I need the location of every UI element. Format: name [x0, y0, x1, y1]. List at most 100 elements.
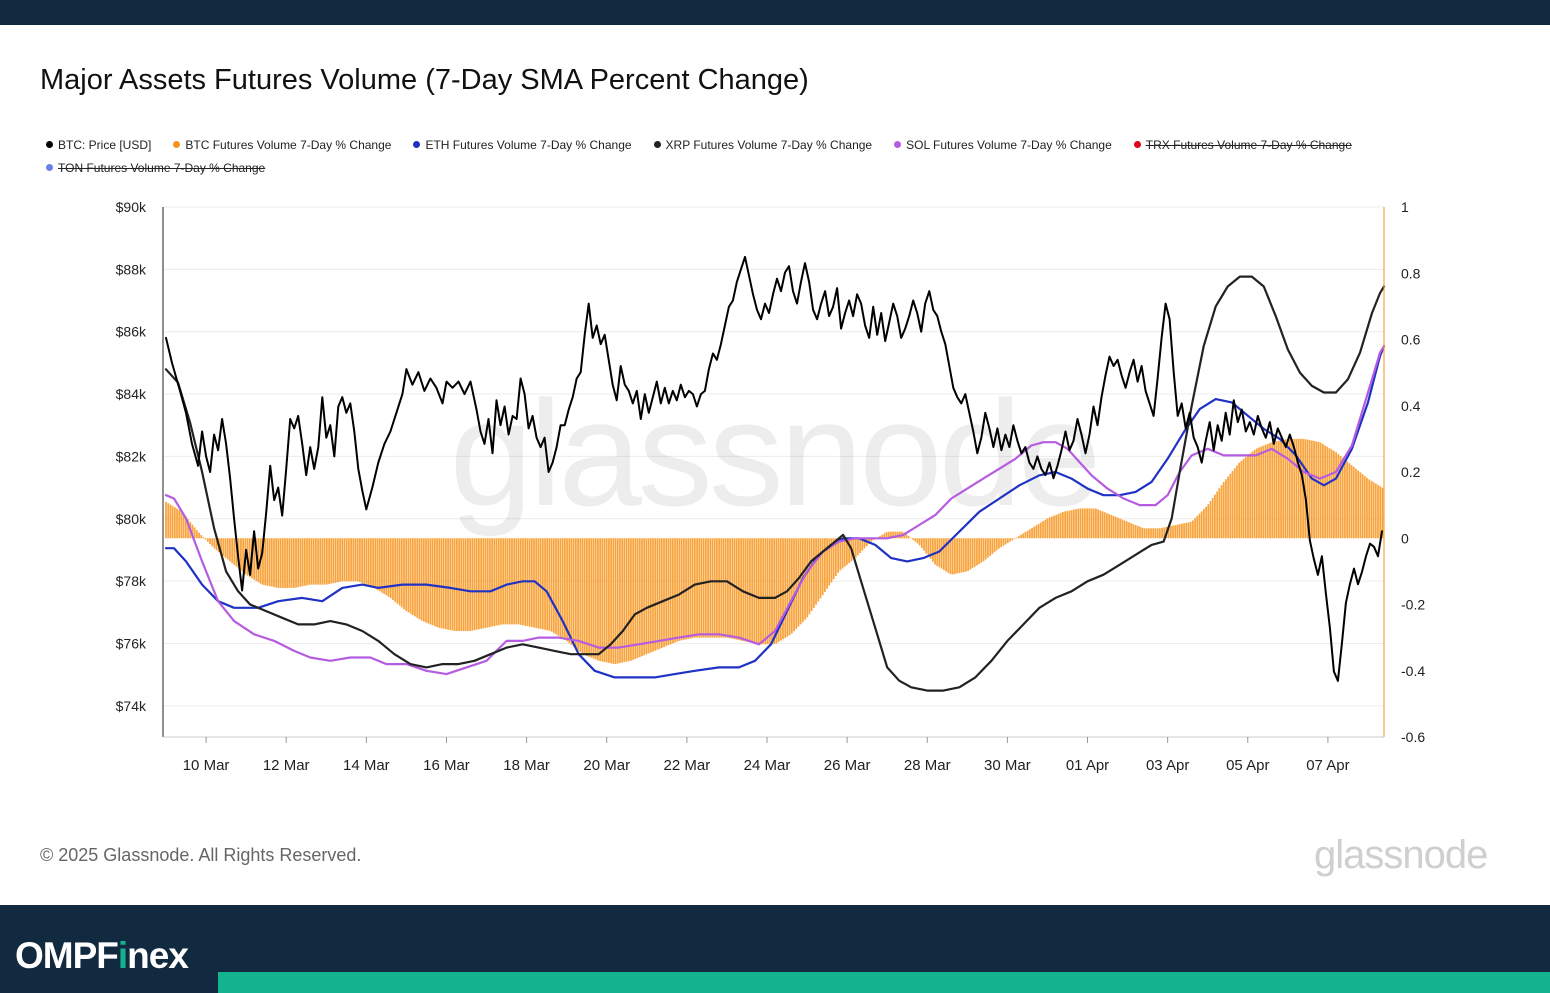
- btc-volume-bars: [165, 438, 1384, 664]
- volume-bar: [797, 538, 800, 627]
- legend-label: BTC: Price [USD]: [58, 138, 152, 152]
- volume-bar: [693, 538, 696, 638]
- legend-item[interactable]: ETH Futures Volume 7-Day % Change: [413, 136, 632, 159]
- volume-bar: [768, 538, 771, 645]
- legend-item[interactable]: BTC: Price [USD]: [46, 136, 151, 159]
- volume-bar: [1304, 439, 1307, 539]
- volume-bar: [645, 538, 648, 655]
- x-tick-label: 14 Mar: [343, 757, 390, 774]
- volume-bar: [713, 538, 716, 638]
- volume-bar: [533, 538, 535, 628]
- volume-bar: [1084, 508, 1086, 539]
- volume-bar: [652, 538, 654, 652]
- volume-bar: [682, 538, 685, 640]
- volume-bar: [209, 538, 211, 545]
- volume-bar: [431, 538, 434, 626]
- volume-bar: [555, 538, 557, 635]
- volume-bar: [433, 538, 436, 627]
- volume-bar: [1141, 527, 1144, 539]
- volume-bar: [861, 538, 864, 551]
- volume-bar: [204, 538, 207, 540]
- volume-bar: [394, 538, 397, 602]
- volume-bar: [746, 538, 749, 642]
- volume-bar: [1015, 537, 1018, 539]
- volume-bar: [1132, 524, 1135, 539]
- volume-bar: [365, 538, 368, 585]
- volume-bar: [773, 538, 776, 645]
- volume-bar: [1379, 486, 1382, 539]
- volume-bar: [1156, 528, 1159, 539]
- y-left-tick-label: $84k: [116, 386, 147, 402]
- volume-bar: [1110, 514, 1113, 539]
- volume-bar: [306, 538, 308, 586]
- volume-bar: [918, 538, 921, 546]
- volume-bar: [744, 538, 747, 642]
- volume-bar: [385, 538, 388, 596]
- volume-bar: [1271, 442, 1274, 539]
- volume-bar: [1044, 519, 1047, 539]
- volume-bar: [464, 538, 467, 631]
- volume-bar: [982, 538, 985, 562]
- x-tick-label: 20 Mar: [583, 757, 630, 774]
- volume-bar: [1240, 460, 1243, 539]
- volume-bar: [467, 538, 469, 631]
- volume-bar: [493, 538, 496, 627]
- legend-dot-icon: [653, 141, 661, 148]
- volume-bar: [581, 538, 584, 655]
- volume-bar: [1260, 446, 1263, 539]
- volume-bar: [1128, 522, 1130, 539]
- volume-bar: [1203, 509, 1205, 539]
- volume-bar: [1152, 528, 1155, 539]
- volume-bar: [370, 538, 372, 587]
- volume-bar: [475, 538, 478, 630]
- legend-item[interactable]: TRX Futures Volume 7-Day % Change: [1133, 136, 1352, 159]
- volume-bar: [544, 538, 546, 630]
- volume-bar: [1172, 525, 1174, 539]
- volume-bar: [949, 538, 952, 575]
- volume-bar: [1218, 488, 1221, 539]
- legend-item[interactable]: SOL Futures Volume 7-Day % Change: [894, 136, 1112, 159]
- volume-bar: [586, 538, 588, 656]
- volume-bar: [987, 538, 989, 558]
- volume-bar: [1242, 458, 1245, 539]
- volume-bar: [638, 538, 641, 658]
- volume-bar: [308, 538, 311, 585]
- volume-bar: [656, 538, 659, 650]
- legend-item[interactable]: XRP Futures Volume 7-Day % Change: [653, 136, 872, 159]
- volume-bar: [1266, 443, 1269, 539]
- volume-bar: [647, 538, 650, 654]
- volume-bar: [771, 538, 773, 645]
- legend-item[interactable]: TON Futures Volume 7-Day % Change: [46, 159, 265, 182]
- volume-bar: [1229, 473, 1232, 539]
- volume-bar: [171, 505, 174, 539]
- volume-bar: [508, 538, 511, 625]
- volume-bar: [1024, 532, 1027, 539]
- volume-bar: [187, 519, 189, 539]
- volume-bar: [1081, 508, 1084, 539]
- volume-bar: [696, 538, 698, 638]
- volume-bar: [916, 538, 919, 544]
- volume-bar: [502, 538, 505, 625]
- volume-bar: [711, 538, 714, 638]
- volume-bar: [1295, 438, 1298, 539]
- volume-bar: [1136, 525, 1139, 539]
- volume-bar: [1095, 508, 1097, 539]
- volume-bar: [1139, 526, 1141, 539]
- volume-bar: [605, 538, 608, 663]
- volume-bar: [416, 538, 419, 618]
- volume-bar: [1101, 511, 1104, 539]
- volume-bar: [317, 538, 319, 585]
- volume-bar: [1121, 519, 1124, 539]
- volume-bar: [550, 538, 553, 632]
- volume-bar: [980, 538, 983, 563]
- volume-bar: [760, 538, 762, 645]
- volume-bar: [663, 538, 665, 648]
- x-tick-label: 05 Apr: [1226, 757, 1269, 774]
- volume-bar: [1033, 526, 1036, 539]
- legend-item[interactable]: BTC Futures Volume 7-Day % Change: [173, 136, 391, 159]
- volume-bar: [286, 538, 289, 588]
- volume-bar: [1348, 463, 1351, 539]
- volume-bar: [325, 538, 328, 585]
- volume-bar: [819, 538, 822, 599]
- volume-bar: [1103, 512, 1106, 539]
